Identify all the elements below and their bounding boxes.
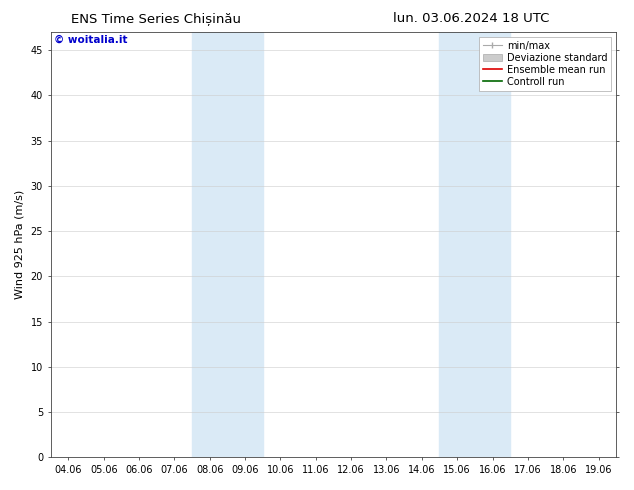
Text: © woitalia.it: © woitalia.it [53,34,127,44]
Y-axis label: Wind 925 hPa (m/s): Wind 925 hPa (m/s) [15,190,25,299]
Bar [192,32,262,457]
Bar [439,32,510,457]
Text: ENS Time Series Chișinău: ENS Time Series Chișinău [71,12,241,25]
Text: lun. 03.06.2024 18 UTC: lun. 03.06.2024 18 UTC [393,12,550,25]
Legend: min/max, Deviazione standard, Ensemble mean run, Controll run: min/max, Deviazione standard, Ensemble m… [479,37,611,91]
